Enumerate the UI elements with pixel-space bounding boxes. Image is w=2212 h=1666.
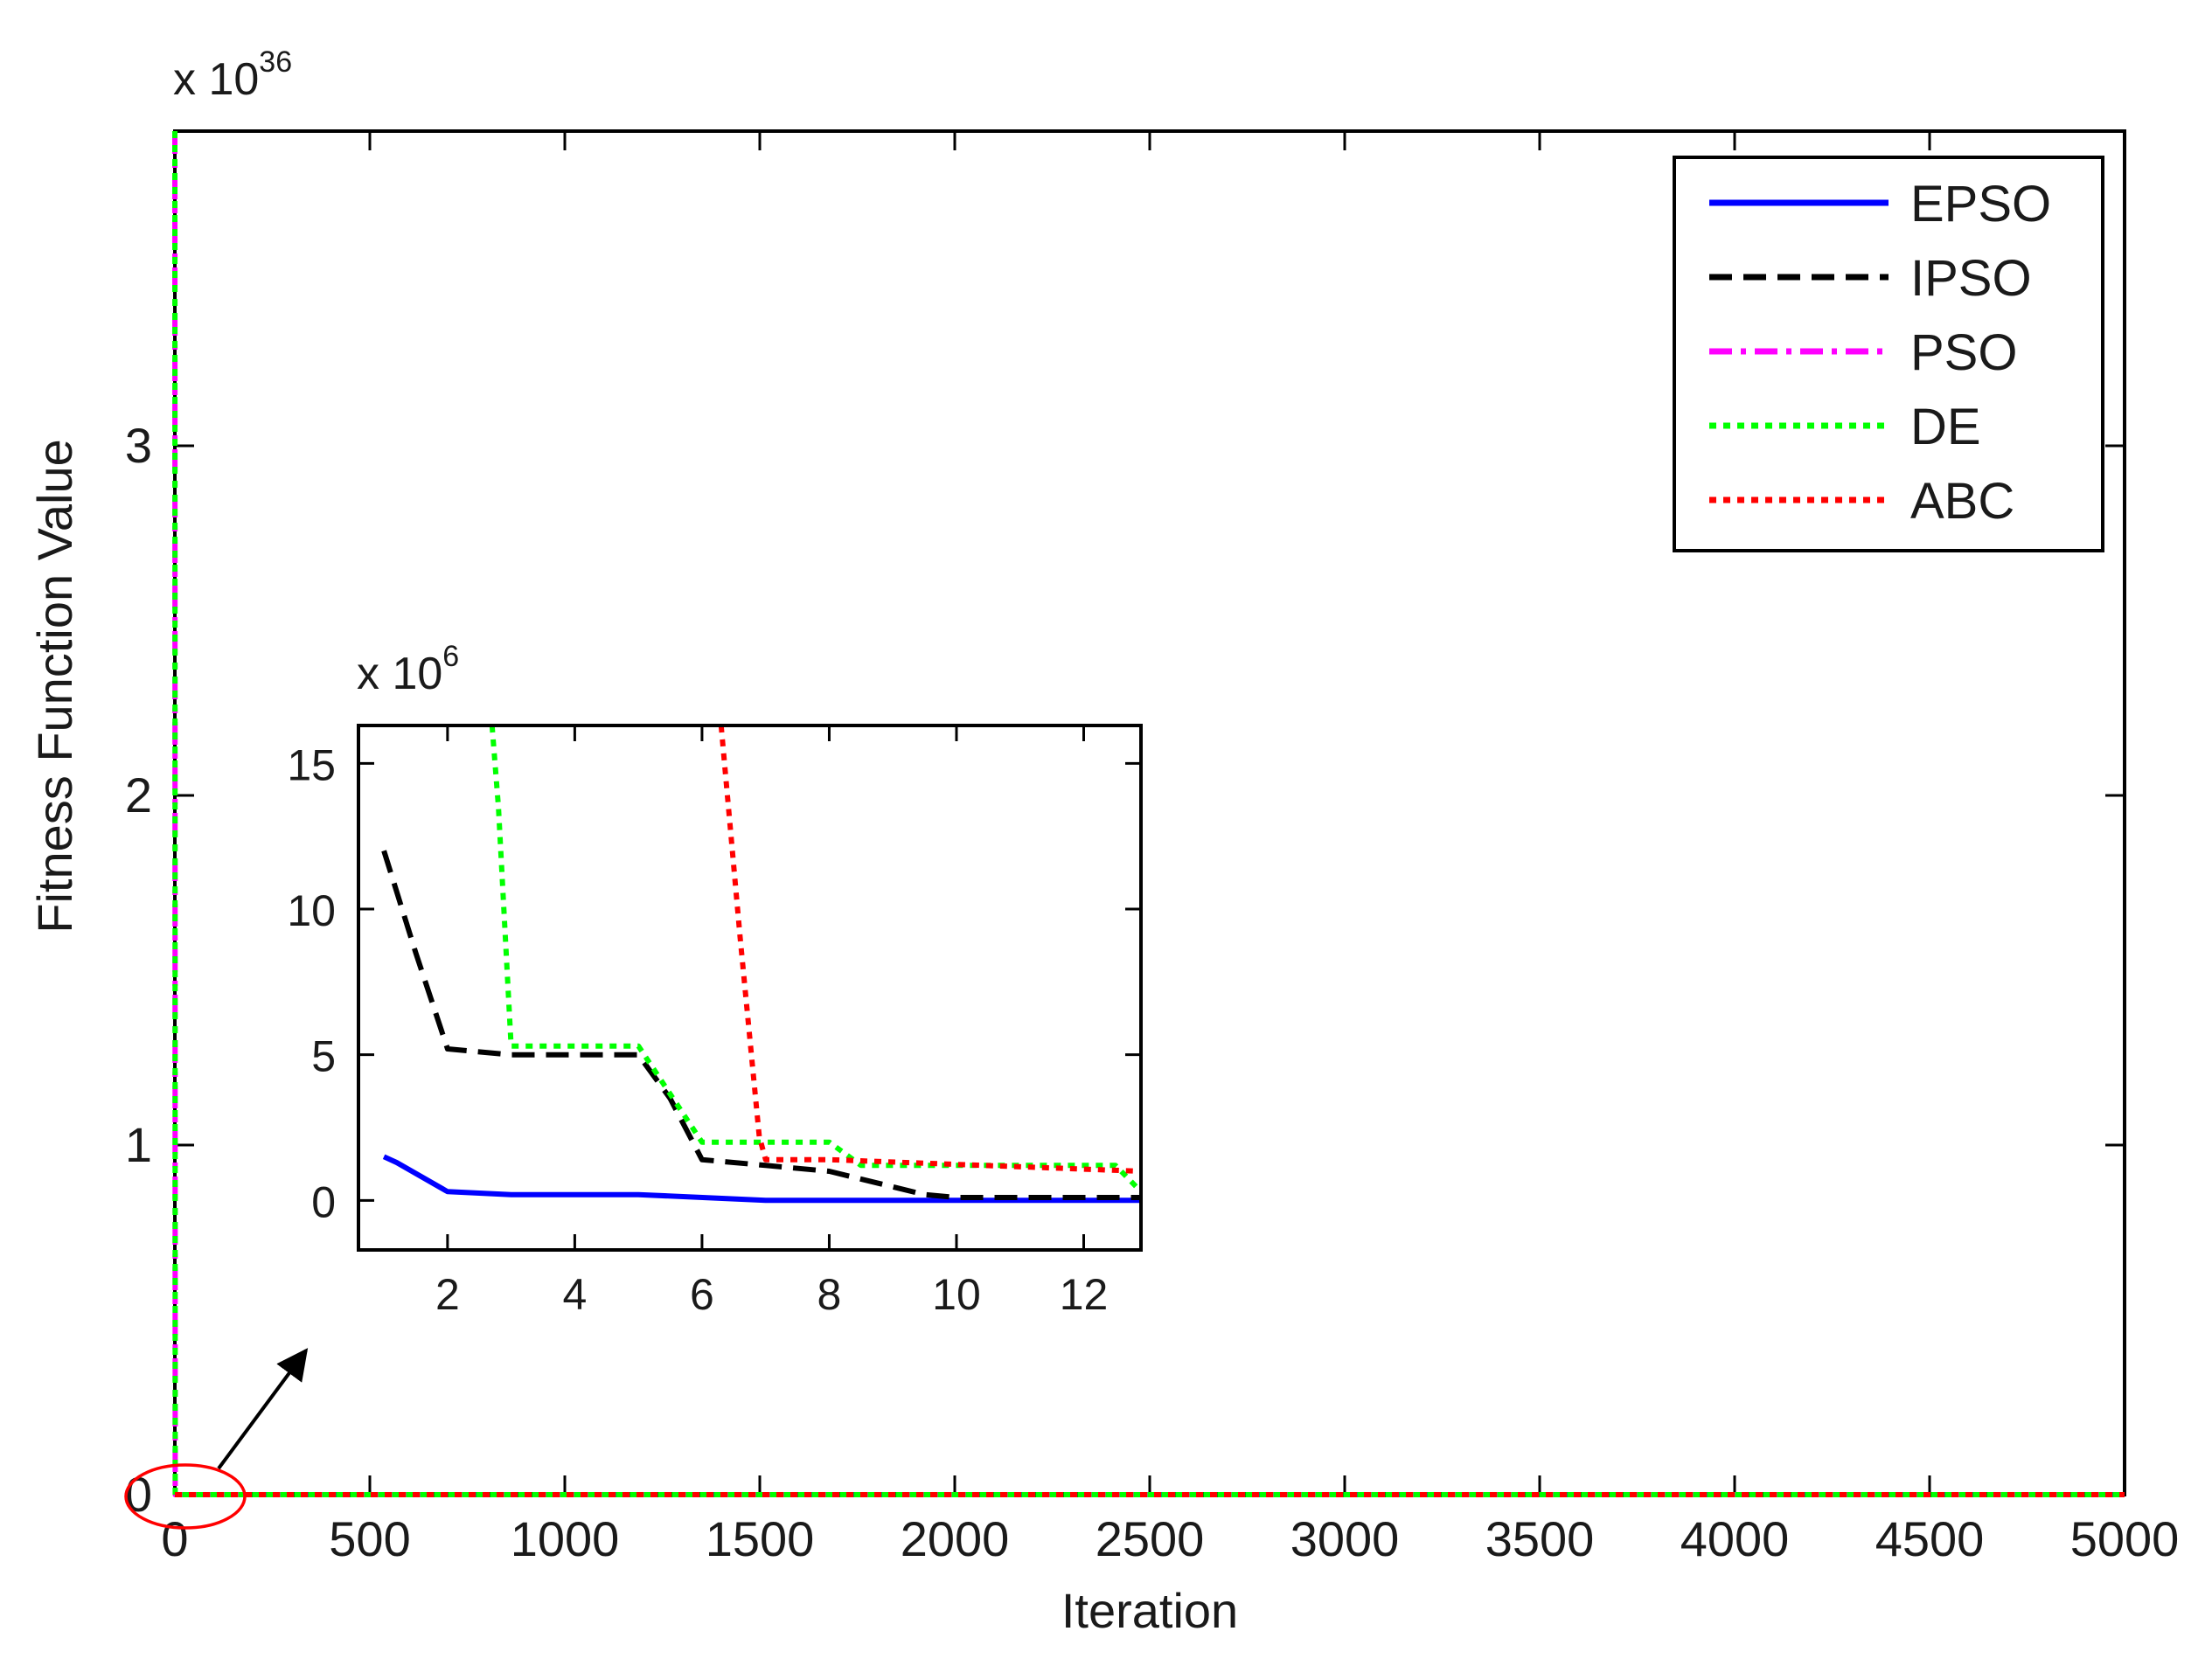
main-series-de (172, 130, 2125, 1497)
inset-series-epso (382, 1154, 1141, 1204)
inset-y-tick-label: 15 (287, 740, 336, 789)
legend-label-epso: EPSO (1910, 176, 2051, 233)
inset-y-multiplier: x 106 (357, 640, 459, 699)
main-y-tick-label: 2 (125, 767, 152, 823)
main-x-tick-label: 3500 (1485, 1511, 1595, 1566)
inset-x-tick-label: 10 (932, 1270, 981, 1319)
main-x-tick-label: 2500 (1096, 1511, 1205, 1566)
inset-y-tick-label: 0 (311, 1177, 336, 1226)
main-x-tick-label: 3000 (1290, 1511, 1400, 1566)
inset-x-tick-label: 4 (562, 1270, 587, 1319)
legend-label-de: DE (1910, 399, 1981, 455)
main-x-tick-label: 1000 (511, 1511, 620, 1566)
inset-series-ipso (381, 850, 1141, 1200)
inset-x-tick-label: 6 (690, 1270, 714, 1319)
inset-y-tick-label: 10 (287, 886, 336, 935)
main-x-tick-label: 2000 (901, 1511, 1010, 1566)
inset-x-tick-label: 2 (435, 1270, 460, 1319)
main-x-tick-label: 500 (329, 1511, 410, 1566)
inset-y-tick-label: 5 (311, 1032, 336, 1081)
inset-x-tick-label: 12 (1060, 1270, 1109, 1319)
legend-label-ipso: IPSO (1910, 250, 2032, 307)
inset-x-tick-label: 8 (817, 1270, 842, 1319)
main-x-tick-label: 4500 (1875, 1511, 1985, 1566)
inset-series-abc (718, 725, 1141, 1174)
main-x-tick-label: 5000 (2070, 1511, 2180, 1566)
main-x-axis-title: Iteration (1061, 1583, 1238, 1638)
main-y-tick-label: 0 (125, 1467, 152, 1522)
inset-frame-overlay (357, 724, 1143, 1252)
main-x-tick-label: 4000 (1680, 1511, 1790, 1566)
main-y-axis-title: Fitness Function Value (27, 439, 82, 933)
inset-plot-frame (357, 724, 1143, 1252)
main-y-tick-label: 3 (125, 418, 152, 473)
zoom-region-ellipse (124, 1463, 247, 1530)
main-y-tick-label: 1 (125, 1117, 152, 1172)
legend-label-pso: PSO (1910, 324, 2018, 381)
main-x-tick-label: 1500 (706, 1511, 815, 1566)
main-y-multiplier: x 1036 (173, 45, 292, 105)
zoom-arrow (217, 1348, 309, 1470)
legend-label-abc: ABC (1910, 473, 2014, 530)
main-x-tick-label: 0 (161, 1511, 188, 1566)
